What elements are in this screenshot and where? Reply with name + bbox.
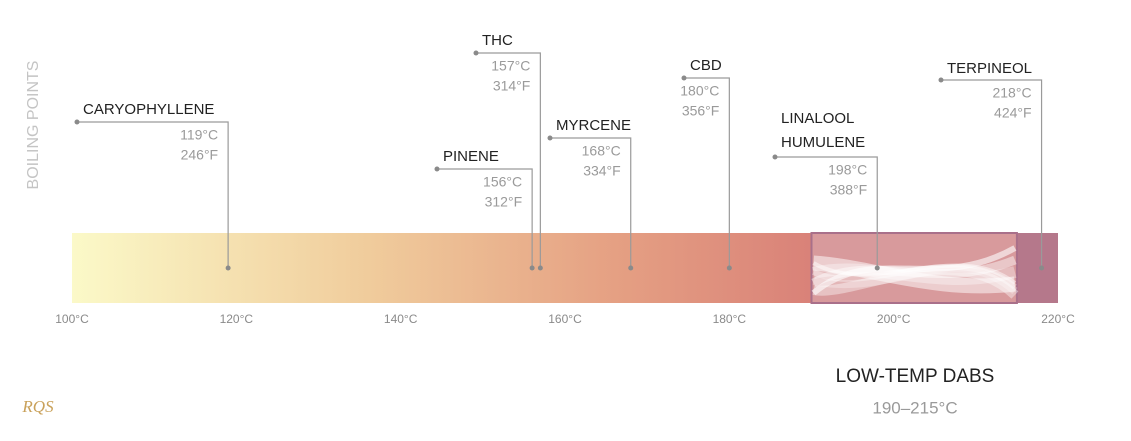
highlight-tail	[1016, 233, 1058, 303]
leader-dot	[74, 119, 80, 125]
marker-dot	[874, 265, 880, 271]
compound-name: CARYOPHYLLENE	[83, 101, 214, 118]
leader-line	[476, 52, 541, 268]
leader-dot	[681, 75, 687, 81]
fahrenheit-label: 424°F	[994, 105, 1032, 121]
celsius-label: 218°C	[992, 85, 1031, 101]
highlight-range-label: 190–215°C	[872, 398, 957, 417]
compound-name: THC	[482, 32, 513, 49]
x-tick-label: 220°C	[1041, 312, 1075, 326]
highlight-texture	[812, 265, 1019, 299]
y-axis-label: BOILING POINTS	[25, 61, 42, 190]
leader-dot	[434, 166, 440, 172]
leader-line	[775, 156, 878, 268]
celsius-label: 180°C	[680, 83, 719, 99]
compound-name: LINALOOL	[781, 110, 854, 127]
leader-line	[437, 168, 533, 268]
leader-dot	[938, 77, 944, 83]
leader-line	[684, 77, 730, 268]
marker-dot	[726, 265, 732, 271]
fahrenheit-label: 312°F	[485, 194, 523, 210]
highlight-texture	[812, 255, 1016, 294]
x-tick-label: 160°C	[548, 312, 582, 326]
fahrenheit-label: 246°F	[181, 147, 219, 163]
leader-line	[550, 137, 632, 268]
compound-name: TERPINEOL	[947, 60, 1032, 77]
highlight-title: LOW-TEMP DABS	[836, 366, 995, 387]
fahrenheit-label: 314°F	[493, 78, 531, 94]
fahrenheit-label: 334°F	[583, 163, 621, 179]
marker-dot	[1039, 265, 1045, 271]
leader-dot	[547, 135, 553, 141]
x-tick-label: 100°C	[55, 312, 89, 326]
highlight-texture	[812, 264, 1017, 290]
marker-dot	[529, 265, 535, 271]
fahrenheit-label: 356°F	[682, 103, 720, 119]
compound-name: HUMULENE	[781, 134, 865, 151]
leader-dot	[772, 154, 778, 160]
compound-name: PINENE	[443, 148, 499, 165]
marker-dot	[225, 265, 231, 271]
celsius-label: 119°C	[180, 127, 218, 143]
compound-name: MYRCENE	[556, 117, 631, 134]
celsius-label: 157°C	[491, 58, 530, 74]
highlight-texture	[811, 245, 1017, 296]
fahrenheit-label: 388°F	[830, 182, 868, 198]
highlight-texture	[812, 264, 1018, 295]
leader-line	[77, 121, 229, 268]
x-tick-label: 120°C	[220, 312, 254, 326]
celsius-label: 198°C	[828, 162, 867, 178]
logo: RQS	[21, 397, 54, 416]
marker-dot	[537, 265, 543, 271]
celsius-label: 168°C	[582, 143, 621, 159]
x-tick-label: 200°C	[877, 312, 911, 326]
leader-dot	[473, 50, 479, 56]
marker-dot	[628, 265, 634, 271]
compound-name: CBD	[690, 57, 722, 74]
x-tick-label: 140°C	[384, 312, 418, 326]
x-tick-label: 180°C	[713, 312, 747, 326]
leader-line	[941, 79, 1043, 268]
celsius-label: 156°C	[483, 174, 522, 190]
